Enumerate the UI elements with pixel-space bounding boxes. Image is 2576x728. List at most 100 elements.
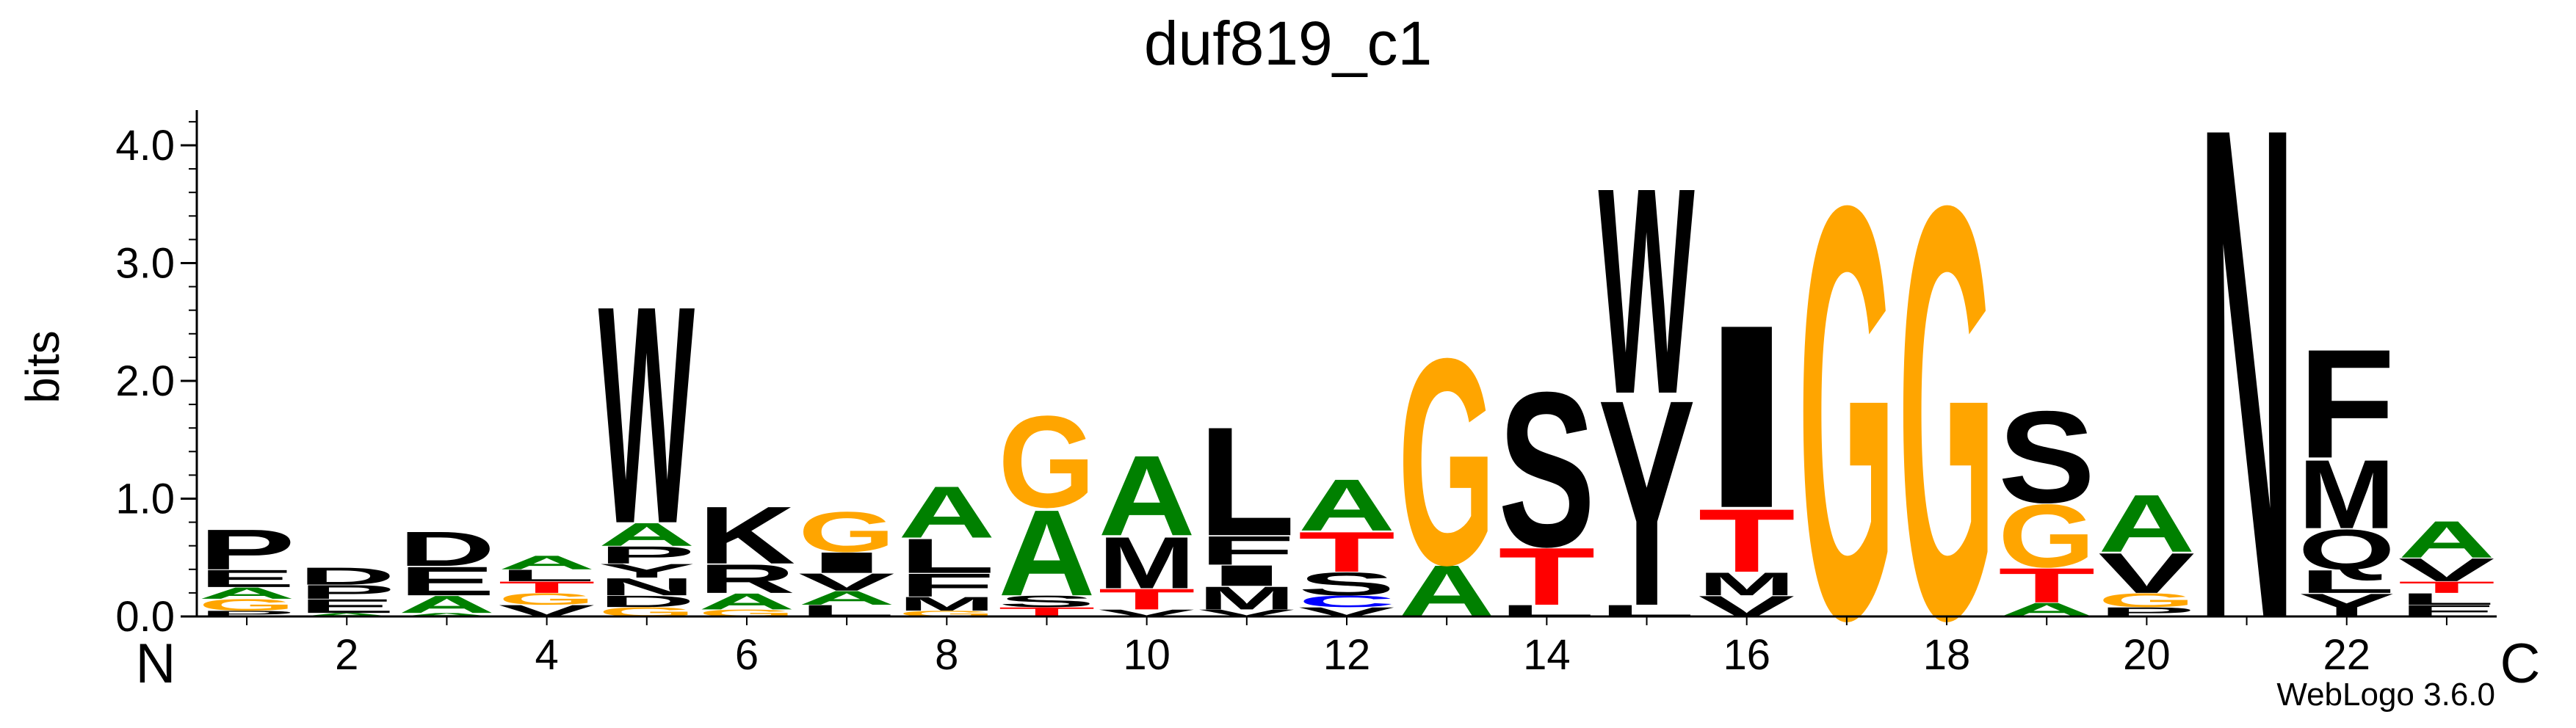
logo-letter-A: A [1298,464,1395,546]
y-axis-label: bits [16,330,69,404]
logo-letter-G: G [1798,84,1895,728]
logo-letter-T: T [2398,578,2495,597]
x-tick-label: 22 [2323,631,2370,679]
logo-column-17: G [1798,84,1895,728]
logo-letter-S: S [998,592,1095,611]
logo-letter-P: P [598,542,695,569]
logo-letter-V: V [2398,552,2495,589]
logo-letter-T: T [499,578,596,597]
logo-letter-I: I [1698,271,1795,563]
logo-letter-E: E [198,565,295,592]
logo-letter-L: L [898,528,995,583]
logo-letter-E: E [398,558,495,604]
logo-column-14: LTS [1498,346,1595,622]
logo-letter-L: L [1198,395,1295,568]
x-tick-label: 18 [1923,631,1971,679]
logo-letter-G: G [998,388,1095,535]
logo-letter-Q: Q [2298,518,2395,582]
logo-letter-A: A [798,587,895,609]
logo-letter-A: A [898,471,995,553]
logo-letter-S: S [1298,566,1395,603]
logo-letter-P: P [198,517,295,581]
logo-letter-L: L [2298,564,2395,600]
x-tick-label: 2 [335,631,358,679]
logo-letter-G: G [798,500,895,564]
logo-letter-R: R [698,556,795,602]
logo-letter-I: I [798,546,895,579]
logo-letter-I: I [1198,559,1295,592]
logo-letter-N: N [598,573,695,600]
logo-letter-Y: Y [598,560,695,582]
weblogo-credit: WebLogo 3.6.0 [2276,677,2495,713]
logo-letter-A: A [998,484,1095,622]
logo-letter-V: V [798,568,895,595]
axes: 0.0 1.0 2.0 3.0 4.0 2 4 6 8 10 12 14 16 18 20 22 [115,110,2497,679]
logo-letter-D: D [398,522,495,577]
logo-letter-F: F [2298,317,2395,490]
logo-letter-G: G [499,590,596,608]
x-tick-label: 14 [1523,631,1571,679]
logo-letter-M: M [898,593,995,615]
y-tick-label: 2.0 [115,357,175,405]
logo-letter-T: T [1099,583,1195,616]
logo-letter-T: T [1498,531,1595,622]
logo-letter-T: T [1298,520,1395,584]
n-terminus-label: N [136,633,176,695]
logo-letter-W: W [1598,126,1696,456]
x-tick-label: 8 [935,631,958,679]
logo-letter-A: A [499,552,596,574]
logo-letter-E: E [298,595,395,617]
logo-letter-A: A [698,589,795,614]
logo-letter-T: T [1998,558,2095,613]
logo-letter-S: S [1498,346,1595,593]
logo-letter-G: G [198,596,295,614]
logo-letter-M: M [2298,440,2395,549]
logo-letter-P: P [298,581,395,603]
logo-letter-Y: Y [1598,340,1695,669]
logo-letter-D: D [298,562,395,589]
logo-letter-D: D [598,592,695,611]
logo-letter-A: A [598,517,695,553]
logo-letter-G: G [1998,487,2095,587]
x-tick-label: 10 [1123,631,1171,679]
logo-letter-A: A [2398,511,2495,569]
logo-letter-G: G [1398,298,1495,627]
x-tick-label: 12 [1323,631,1371,679]
logo-letter-G: G [2098,589,2195,611]
logo-letter-W: W [598,241,696,589]
logo-letter-A: A [198,584,295,603]
logo-letter-F: F [1198,528,1295,573]
logo-letter-L: L [499,567,596,585]
logo-letter-N: N [2198,0,2295,728]
logo-letter-V: V [2098,541,2195,605]
logo-column-15: LYW [1598,126,1696,669]
logo-letter-F: F [898,567,995,604]
logo-letter-S: S [1998,384,2095,531]
logo-letter-M: M [1099,523,1195,605]
x-tick-label: 6 [735,631,759,679]
logo-column-21: N [2198,0,2295,728]
logo-stacks: PGAEPAEPDAAEDVGTLAGDNYPAWGARKLAVIGGMFLAT… [198,0,2495,728]
c-terminus-label: C [2500,633,2541,695]
logo-letter-M: M [1698,566,1795,603]
x-tick-label: 20 [2123,631,2171,679]
y-tick-label: 0.0 [115,593,175,641]
logo-letter-A: A [1099,432,1195,560]
logo-letter-K: K [698,490,795,581]
y-tick-label: 1.0 [115,476,175,523]
